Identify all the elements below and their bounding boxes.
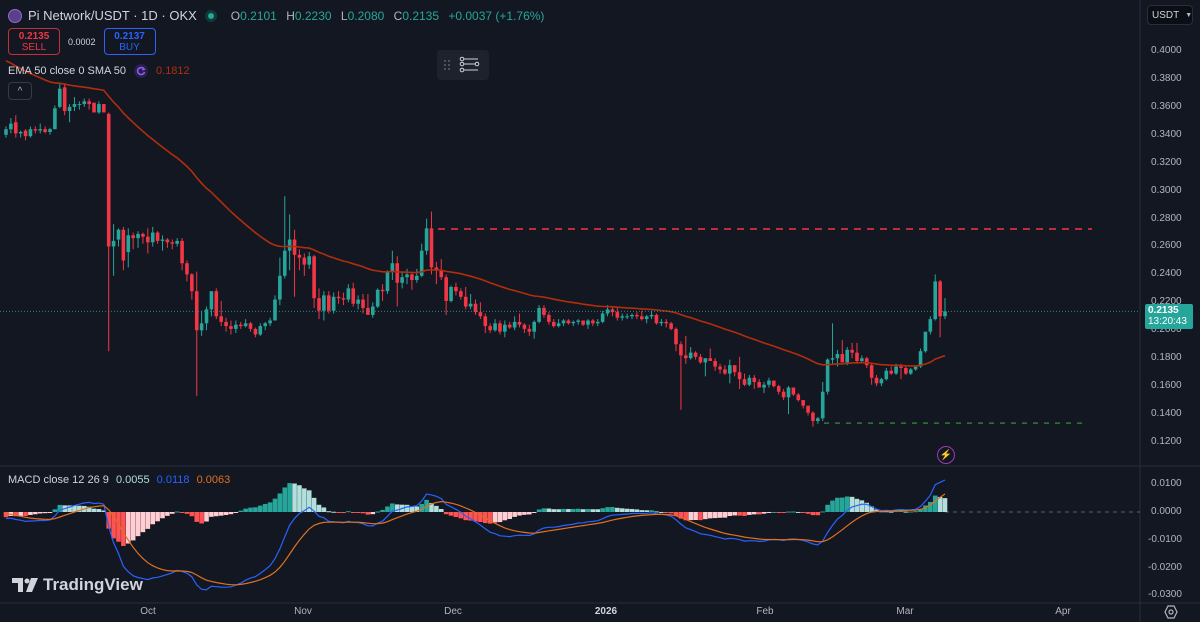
price-tick: 0.1600 bbox=[1151, 380, 1182, 392]
drag-handle-icon[interactable] bbox=[443, 58, 451, 72]
collapse-legend-button[interactable]: ^ bbox=[8, 82, 32, 100]
time-tick: Nov bbox=[294, 606, 312, 617]
symbol-title[interactable]: Pi Network/USDT · 1D · OKX bbox=[28, 8, 197, 23]
low-label: L bbox=[340, 8, 348, 23]
chart-settings-button[interactable] bbox=[1164, 605, 1178, 619]
close-label: C bbox=[393, 8, 403, 23]
price-tick: 0.3200 bbox=[1151, 156, 1182, 168]
pi-logo-icon bbox=[8, 8, 22, 23]
price-tick: 0.2800 bbox=[1151, 212, 1182, 224]
currency-select[interactable]: USDT ▼ bbox=[1147, 5, 1193, 25]
macd-legend[interactable]: MACD close 12 26 9 0.0055 0.0118 0.0063 bbox=[8, 474, 230, 486]
chevron-up-icon: ^ bbox=[17, 85, 23, 97]
time-tick: Mar bbox=[896, 606, 914, 617]
object-tree-icon[interactable] bbox=[459, 56, 481, 74]
open-value: 0.2101 bbox=[240, 8, 277, 23]
refresh-icon[interactable] bbox=[134, 64, 149, 78]
lightning-alert-icon[interactable]: ⚡ bbox=[937, 446, 955, 464]
macd-label: MACD close 12 26 9 bbox=[8, 474, 109, 486]
price-tick: 0.2400 bbox=[1151, 268, 1182, 280]
sell-label: SELL bbox=[21, 41, 47, 53]
buy-label: BUY bbox=[119, 41, 140, 53]
price-tick: 0.2000 bbox=[1151, 324, 1182, 336]
ema-value: 0.1812 bbox=[156, 65, 190, 77]
price-tick: 0.1200 bbox=[1151, 435, 1182, 447]
price-tick: 0.1400 bbox=[1151, 408, 1182, 420]
gear-icon bbox=[1164, 605, 1178, 619]
sell-button[interactable]: 0.2135 SELL bbox=[8, 28, 60, 55]
macd-signal-value: 0.0063 bbox=[196, 474, 231, 486]
price-tick: 0.3600 bbox=[1151, 100, 1182, 112]
bar-countdown: 13:20:43 bbox=[1148, 316, 1187, 327]
price-tick: 0.2200 bbox=[1151, 296, 1182, 308]
ema-legend[interactable]: EMA 50 close 0 SMA 50 0.1812 bbox=[8, 64, 190, 78]
time-tick: Apr bbox=[1055, 606, 1071, 617]
trade-buttons: 0.2135 SELL 0.0002 0.2137 BUY bbox=[8, 28, 156, 55]
macd-tick: 0.0000 bbox=[1151, 506, 1182, 517]
tradingview-logo-text: TradingView bbox=[43, 575, 143, 594]
floating-toolbar[interactable] bbox=[437, 50, 489, 80]
price-tick: 0.3800 bbox=[1151, 72, 1182, 84]
price-tick: 0.1800 bbox=[1151, 352, 1182, 364]
macd-tick: -0.0300 bbox=[1148, 589, 1182, 601]
ema-legend-label: EMA 50 close 0 SMA 50 bbox=[8, 65, 127, 77]
high-label: H bbox=[286, 8, 295, 23]
low-value: 0.2080 bbox=[347, 8, 385, 23]
current-price: 0.2135 bbox=[1148, 305, 1179, 316]
market-open-icon bbox=[204, 9, 217, 22]
ohlc-values: O0.2101 H0.2230 L0.2080 C0.2135 +0.0037 … bbox=[231, 9, 551, 23]
sell-price: 0.2135 bbox=[18, 30, 50, 42]
macd-tick: 0.0100 bbox=[1151, 478, 1182, 490]
time-tick: 2026 bbox=[594, 606, 618, 617]
buy-price: 0.2137 bbox=[114, 30, 145, 42]
current-price-tag: 0.2135 13:20:43 bbox=[1145, 304, 1193, 329]
close-value: 0.2135 bbox=[402, 8, 440, 23]
price-tick: 0.3400 bbox=[1151, 128, 1182, 140]
macd-hist-value: 0.0055 bbox=[115, 474, 150, 486]
price-tick: 0.3000 bbox=[1151, 184, 1182, 196]
spread-value: 0.0002 bbox=[68, 36, 96, 47]
tradingview-logo[interactable]: TradingView bbox=[12, 575, 143, 595]
macd-tick: -0.0200 bbox=[1148, 561, 1182, 573]
macd-line-value: 0.0118 bbox=[156, 474, 190, 486]
open-label: O bbox=[230, 8, 241, 23]
high-value: 0.2230 bbox=[294, 8, 332, 23]
time-tick: Dec bbox=[444, 606, 462, 617]
currency-value: USDT bbox=[1152, 9, 1180, 21]
tradingview-logo-icon bbox=[12, 578, 38, 592]
symbol-legend: Pi Network/USDT · 1D · OKX O0.2101 H0.22… bbox=[8, 8, 550, 23]
change-value: +0.0037 (+1.76%) bbox=[448, 8, 545, 23]
time-tick: Feb bbox=[756, 606, 774, 617]
chevron-down-icon: ▼ bbox=[1185, 11, 1193, 19]
buy-button[interactable]: 0.2137 BUY bbox=[103, 28, 156, 55]
macd-tick: -0.0100 bbox=[1148, 533, 1182, 545]
price-tick: 0.4000 bbox=[1151, 45, 1182, 56]
time-tick: Oct bbox=[140, 606, 156, 617]
price-tick: 0.2600 bbox=[1151, 240, 1182, 252]
